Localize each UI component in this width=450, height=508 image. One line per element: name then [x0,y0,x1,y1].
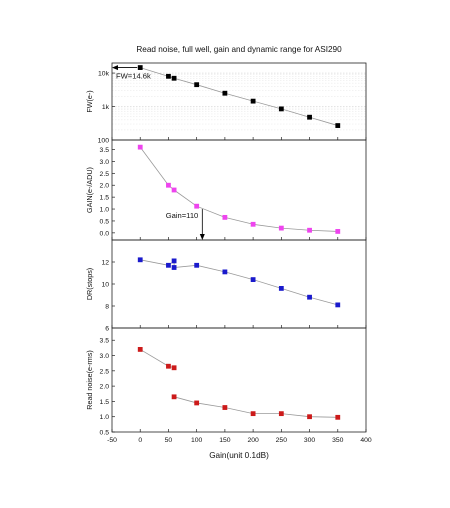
rn-data-point [171,365,177,371]
rn-series-line [173,396,338,418]
rn-data-point [166,363,171,369]
gain-data-point [307,227,312,233]
x-tick-label: 0 [138,437,142,444]
x-tick-label: 400 [360,437,372,444]
gain-y-axis-label: GAIN(e-/ADU) [85,167,94,213]
fw-annotation-label: FW=14.6k [116,72,151,81]
fw-y-tick-label: 10k [98,71,110,78]
rn-data-point [171,394,177,400]
dr-data-point [137,257,143,263]
dr-data-point [171,258,177,264]
dr-y-tick-label: 8 [105,304,109,311]
gain-data-point [171,187,177,193]
x-tick-label: 250 [276,437,288,444]
dr-series-line [140,259,338,306]
gain-y-tick-label: 2.5 [100,171,110,178]
gain-y-tick-label: 0.5 [100,218,110,225]
fw-y-axis-label: FW(e-) [85,90,94,112]
rn-y-tick-label: 2.5 [100,368,110,375]
gain-data-point [194,203,200,209]
gain-y-tick-label: 0.0 [100,230,110,237]
fw-y-tick-label: 100 [98,138,110,145]
gain-y-tick-label: 1.5 [100,195,110,202]
gain-data-point [278,225,284,231]
dr-data-point [171,265,177,270]
gain-data-point [222,214,228,220]
gain-panel-frame [111,139,367,241]
fw-data-point [166,73,171,79]
rn-data-point [194,400,200,406]
x-tick-label: 200 [247,437,259,444]
x-tick-label: 50 [165,437,173,444]
rn-data-point [250,411,256,417]
fw-data-point [250,98,256,104]
fw-y-tick-label: 1k [102,104,110,111]
fw-data-point [307,114,312,120]
dr-y-tick-label: 6 [105,326,109,333]
rn-y-axis-label: Read noise(e-rms) [85,350,94,410]
fw-data-point [194,82,200,88]
rn-y-tick-label: 3.5 [100,338,110,345]
gain-data-point [137,144,143,150]
fw-data-point [278,106,284,112]
chart-title: Read noise, full well, gain and dynamic … [136,45,342,54]
rn-y-tick-label: 3.0 [100,353,110,360]
gain-data-point [250,221,256,227]
dr-panel-frame [111,239,367,329]
rn-data-point [307,414,312,420]
dr-data-point [278,286,284,291]
gain-y-tick-label: 1.0 [100,207,110,214]
dr-y-tick-label: 12 [101,260,109,267]
fw-data-point [222,90,228,96]
gain-data-point [166,182,171,188]
gain-annotation-label: Gain=110 [166,211,199,220]
fw-data-point [137,65,143,70]
x-tick-label: -50 [107,437,117,444]
dr-data-point [222,269,228,275]
rn-panel-frame [111,327,367,433]
gain-data-point [335,229,341,234]
x-tick-label: 350 [332,437,344,444]
rn-y-tick-label: 1.5 [100,399,110,406]
gain-annotation-arrowhead [199,234,205,240]
dr-data-point [335,302,341,308]
rn-data-point [335,414,341,420]
rn-data-point [137,347,143,352]
dr-y-tick-label: 10 [101,282,109,289]
rn-data-point [278,411,284,417]
x-axis-label: Gain(unit 0.1dB) [209,451,269,460]
fw-data-point [335,123,341,128]
fw-data-point [171,75,177,81]
gain-y-tick-label: 2.0 [100,183,110,190]
rn-y-tick-label: 1.0 [100,414,110,421]
gain-y-tick-label: 3.5 [100,147,110,154]
dr-data-point [250,277,256,282]
gain-y-tick-label: 3.0 [100,159,110,166]
rn-y-tick-label: 0.5 [100,430,110,437]
dr-data-point [166,262,171,268]
dr-y-axis-label: DR(stops) [85,268,94,300]
rn-y-tick-label: 2.0 [100,384,110,391]
x-tick-label: 100 [191,437,203,444]
x-tick-label: 300 [304,437,316,444]
dr-data-point [307,294,312,300]
rn-data-point [222,405,228,410]
fw-annotation-arrowhead [112,65,118,71]
dr-data-point [194,262,200,268]
x-tick-label: 150 [219,437,231,444]
